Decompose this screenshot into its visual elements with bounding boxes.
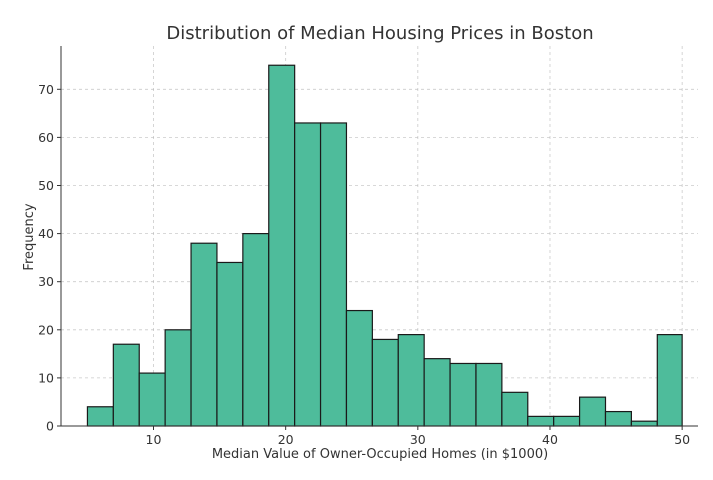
chart-title: Distribution of Median Housing Prices in…: [166, 23, 593, 44]
histogram-bar: [604, 410, 632, 427]
bars-layer: [86, 64, 683, 427]
histogram-bar: [527, 415, 555, 427]
histogram-bar: [138, 372, 166, 427]
y-tick-label: 20: [38, 322, 54, 337]
histogram-bar: [345, 309, 373, 427]
histogram-bar: [475, 362, 503, 427]
x-tick-label: 50: [674, 432, 690, 447]
x-tick-label: 40: [542, 432, 558, 447]
x-axis-label: Median Value of Owner-Occupied Homes (in…: [212, 447, 548, 462]
histogram-bar: [501, 391, 529, 427]
histogram-bar: [216, 261, 244, 427]
x-tick-label: 10: [146, 432, 162, 447]
histogram-bar: [553, 415, 581, 427]
y-tick-label: 50: [38, 178, 54, 193]
y-tick-label: 30: [38, 274, 54, 289]
y-axis-label: Frequency: [22, 203, 37, 270]
histogram-bar: [242, 232, 270, 427]
histogram-bar: [86, 406, 114, 427]
ticks-layer: 10 20 30 40 50 0 10 20 30 40 50 60 70: [38, 82, 690, 447]
histogram-bar: [449, 362, 477, 427]
histogram-bar: [294, 122, 322, 427]
histogram-bar: [578, 396, 607, 427]
histogram-bar: [371, 338, 399, 427]
histogram-bar: [630, 420, 658, 427]
x-tick-label: 30: [410, 432, 426, 447]
x-tick-label: 20: [278, 432, 294, 447]
histogram-bar: [112, 343, 140, 427]
histogram-bar: [656, 334, 683, 427]
grid-layer: [61, 46, 698, 426]
histogram-bar: [319, 122, 348, 427]
y-tick-label: 70: [38, 82, 54, 97]
axes-layer: [60, 46, 698, 427]
histogram-bar: [268, 64, 296, 427]
histogram-bar: [397, 334, 425, 427]
y-tick-label: 0: [46, 419, 54, 434]
histogram-bar: [164, 329, 192, 427]
y-tick-label: 40: [38, 226, 54, 241]
histogram-bar: [423, 358, 451, 427]
histogram-bar: [190, 242, 218, 427]
y-tick-label: 60: [38, 130, 54, 145]
y-tick-label: 10: [38, 370, 54, 385]
